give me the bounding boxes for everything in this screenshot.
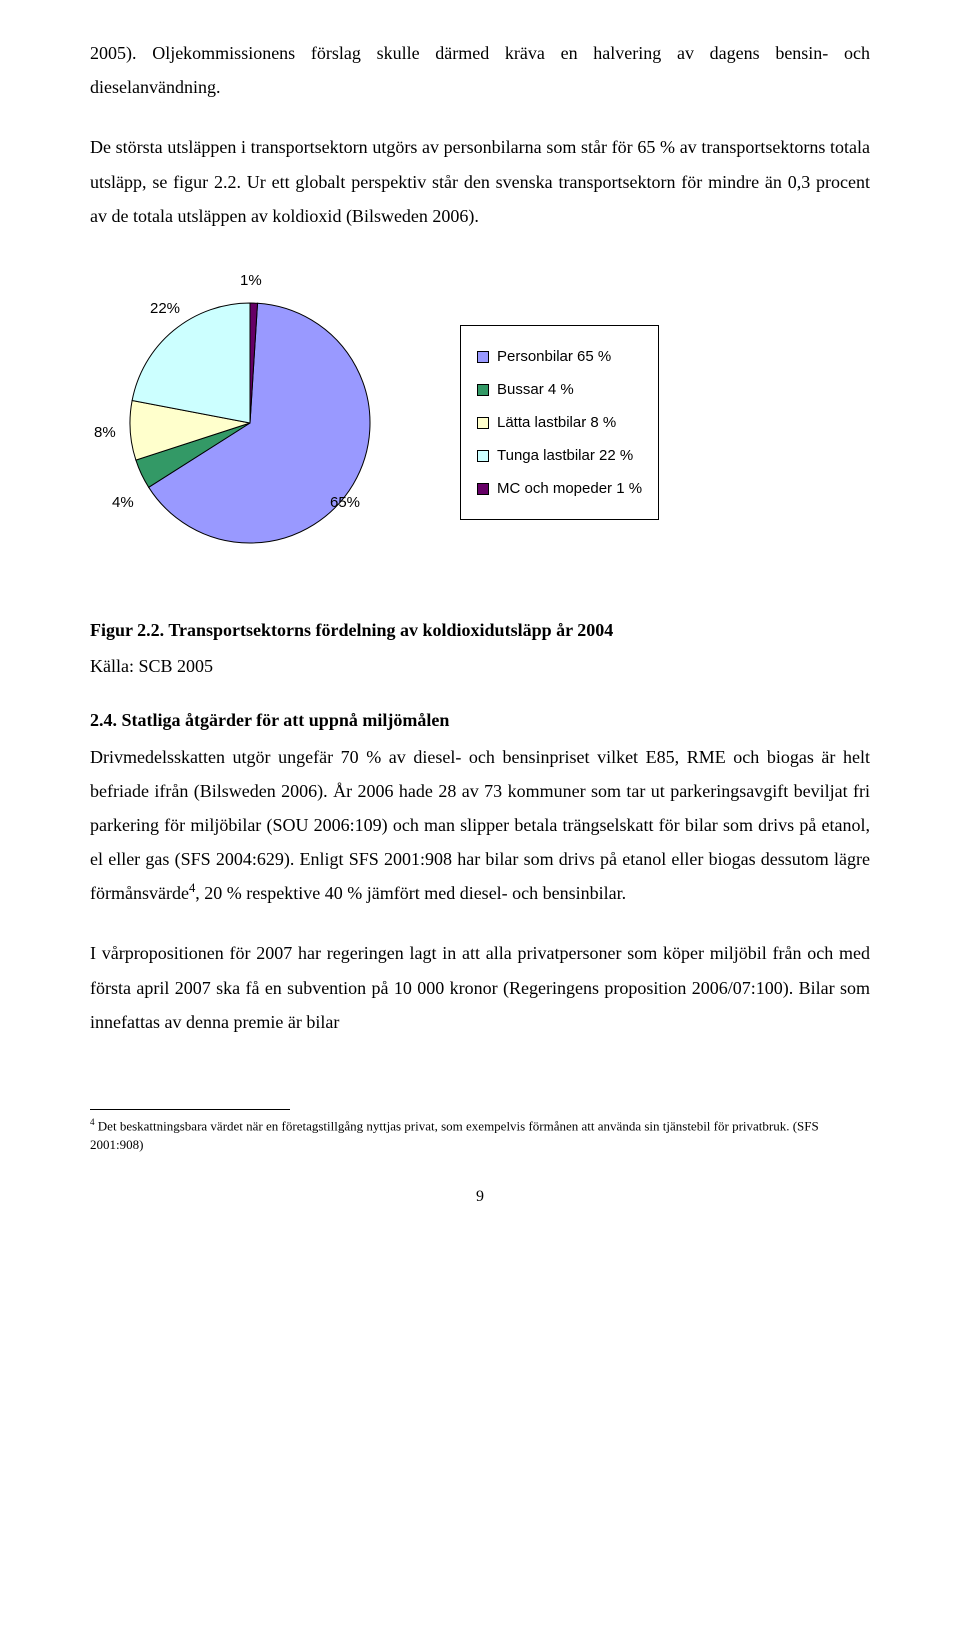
legend-swatch <box>477 483 489 495</box>
legend-swatch <box>477 450 489 462</box>
pie-label-65: 65% <box>330 489 360 518</box>
legend-text: Bussar 4 % <box>497 373 574 406</box>
pie-label-4: 4% <box>112 489 134 518</box>
paragraph-3: Drivmedelsskatten utgör ungefär 70 % av … <box>90 740 870 911</box>
pie-label-8: 8% <box>94 419 116 448</box>
figure-source: Källa: SCB 2005 <box>90 649 870 683</box>
legend-item: Bussar 4 % <box>477 373 642 406</box>
legend-text: Tunga lastbilar 22 % <box>497 439 633 472</box>
section-heading-2-4: 2.4. Statliga åtgärder för att uppnå mil… <box>90 703 870 737</box>
paragraph-3a: Drivmedelsskatten utgör ungefär 70 % av … <box>90 747 870 904</box>
pie-chart-figure: 22% 1% 8% 4% 65% Personbilar 65 % Bussar… <box>90 263 870 583</box>
legend-text: Personbilar 65 % <box>497 340 611 373</box>
legend-item: MC och mopeder 1 % <box>477 472 642 505</box>
legend-text: Lätta lastbilar 8 % <box>497 406 616 439</box>
paragraph-1: 2005). Oljekommissionens förslag skulle … <box>90 36 870 104</box>
legend-item: Tunga lastbilar 22 % <box>477 439 642 472</box>
pie-label-22: 22% <box>150 295 180 324</box>
paragraph-2: De största utsläppen i transportsektorn … <box>90 130 870 233</box>
legend-item: Lätta lastbilar 8 % <box>477 406 642 439</box>
paragraph-3b: , 20 % respektive 40 % jämfört med diese… <box>195 883 626 903</box>
footnote-4: 4 Det beskattningsbara värdet när en för… <box>90 1116 870 1154</box>
legend-item: Personbilar 65 % <box>477 340 642 373</box>
paragraph-4: I vårpropositionen för 2007 har regering… <box>90 936 870 1039</box>
figure-caption: Figur 2.2. Transportsektorns fördelning … <box>90 613 870 647</box>
footnote-separator <box>90 1109 290 1110</box>
legend-swatch <box>477 351 489 363</box>
pie-label-1: 1% <box>240 267 262 296</box>
pie-chart: 22% 1% 8% 4% 65% <box>90 263 410 583</box>
footnote-text: Det beskattningsbara värdet när en föret… <box>90 1118 819 1151</box>
legend-text: MC och mopeder 1 % <box>497 472 642 505</box>
pie-svg <box>90 263 410 583</box>
legend-swatch <box>477 417 489 429</box>
page-number: 9 <box>90 1182 870 1212</box>
pie-legend: Personbilar 65 % Bussar 4 % Lätta lastbi… <box>460 325 659 520</box>
legend-swatch <box>477 384 489 396</box>
